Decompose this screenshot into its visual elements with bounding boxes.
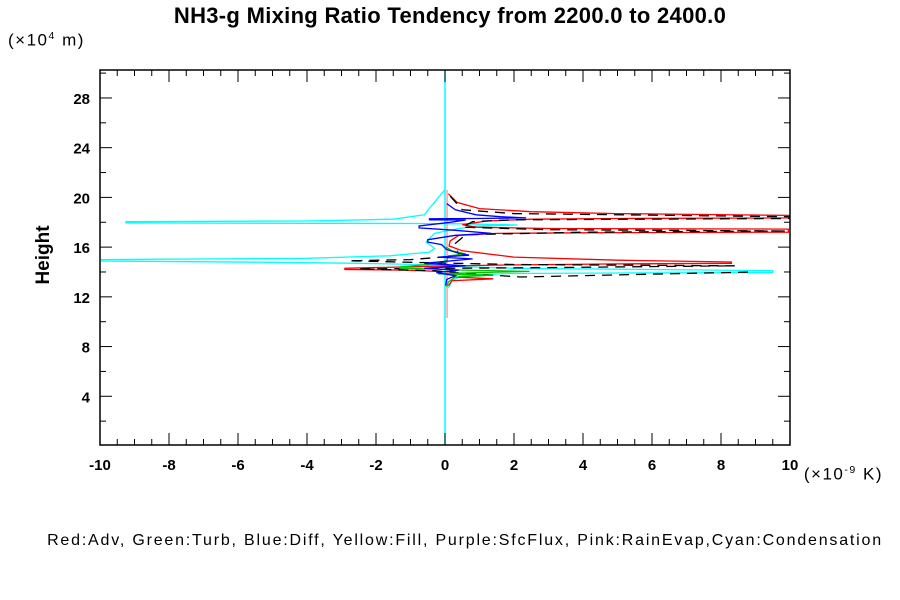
y-tick-label: 4	[82, 389, 91, 406]
x-tick-label: 2	[510, 457, 518, 474]
y-tick-label: 8	[82, 340, 90, 357]
x-tick-label: 8	[717, 457, 725, 474]
y-tick-label: 16	[73, 240, 90, 257]
x-tick-label: -2	[369, 457, 382, 474]
y-tick-label: 20	[73, 190, 90, 207]
y-tick-label: 12	[73, 290, 90, 307]
series-red	[344, 193, 790, 287]
x-tick-label: 6	[648, 457, 656, 474]
x-tick-label: 4	[579, 457, 588, 474]
series-black	[348, 195, 790, 278]
y-tick-label: 24	[73, 141, 90, 158]
x-tick-label: -8	[162, 457, 175, 474]
series-cyan	[101, 188, 774, 289]
x-tick-label: 0	[441, 457, 449, 474]
x-axis-unit-label: (×10-9 K)	[803, 464, 883, 484]
y-tick-label: 28	[73, 91, 90, 108]
legend-text: Red:Adv, Green:Turb, Blue:Diff, Yellow:F…	[47, 532, 883, 549]
y-axis-unit-label: (×104 m)	[8, 30, 85, 50]
x-tick-label: -10	[89, 457, 111, 474]
x-tick-label: -4	[300, 457, 314, 474]
x-tick-label: 10	[782, 457, 799, 474]
chart-title: NH3-g Mixing Ratio Tendency from 2200.0 …	[173, 3, 727, 28]
series-blue	[418, 203, 527, 286]
x-tick-label: -6	[231, 457, 244, 474]
